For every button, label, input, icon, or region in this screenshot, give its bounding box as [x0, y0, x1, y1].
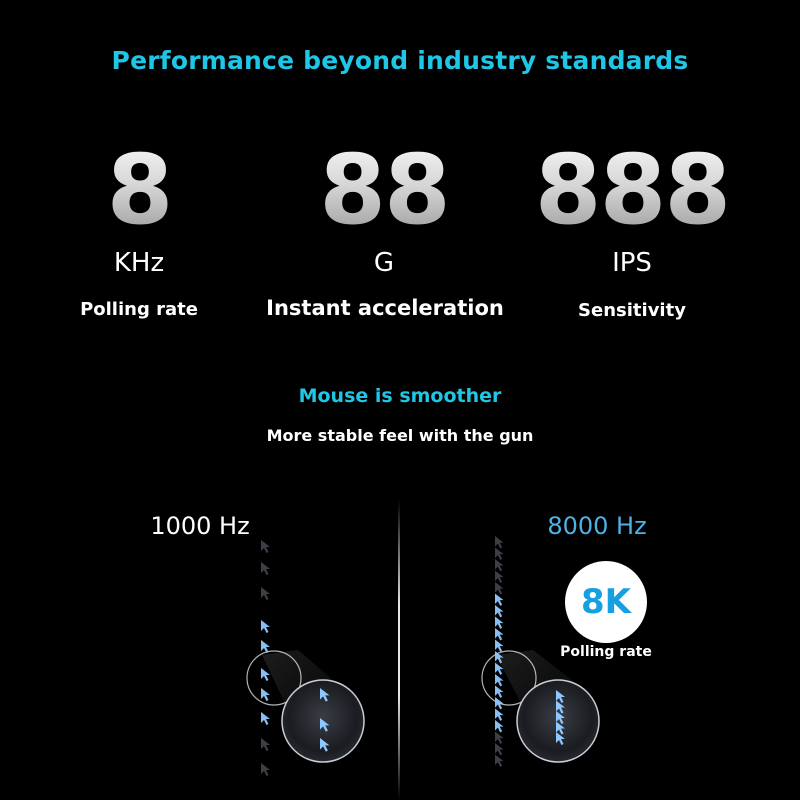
- smooth-subtitle: More stable feel with the gun: [266, 426, 534, 445]
- comparison-divider: [398, 500, 400, 800]
- spec-caption-polling: Polling rate: [80, 299, 198, 320]
- cursor-arrow-icon: [495, 605, 504, 618]
- spec-caption-acceleration: Instant acceleration: [266, 296, 504, 320]
- cursor-arrow-icon: [261, 620, 270, 633]
- cursor-arrow-icon: [495, 593, 504, 606]
- badge-caption: Polling rate: [560, 644, 652, 660]
- cursor-arrow-icon: [495, 731, 504, 744]
- cursor-arrow-icon: [495, 720, 504, 733]
- spec-unit-sensitivity: IPS: [612, 248, 652, 278]
- right-rate-label: 8000 Hz: [547, 512, 647, 540]
- cursor-arrow-icon: [261, 562, 270, 575]
- spec-value-polling: 8: [79, 142, 199, 238]
- right-small-lens: [481, 650, 537, 706]
- cursor-arrow-icon: [261, 668, 270, 681]
- cursor-arrow-icon: [495, 547, 504, 560]
- cursor-arrow-icon: [495, 582, 504, 595]
- left-rate-label: 1000 Hz: [150, 512, 250, 540]
- spec-unit-acceleration: G: [373, 248, 395, 278]
- right-large-lens: [516, 679, 600, 763]
- cursor-arrow-icon: [261, 540, 270, 553]
- cursor-arrow-icon: [495, 674, 504, 687]
- polling-badge: 8K: [565, 561, 647, 643]
- cursor-arrow-icon: [495, 570, 504, 583]
- cursor-arrow-icon: [495, 697, 504, 710]
- left-small-lens: [246, 650, 302, 706]
- cursor-arrow-icon: [495, 536, 504, 549]
- headline: Performance beyond industry standards: [111, 46, 689, 75]
- cursor-arrow-icon: [495, 639, 504, 652]
- cursor-arrow-icon: [261, 587, 270, 600]
- cursor-arrow-icon: [495, 708, 504, 721]
- cursor-arrow-icon: [495, 616, 504, 629]
- smooth-title: Mouse is smoother: [298, 385, 502, 407]
- cursor-arrow-icon: [261, 712, 270, 725]
- spec-value-acceleration: 88: [304, 142, 464, 238]
- cursor-arrow-icon: [261, 763, 270, 776]
- cursor-arrow-icon: [261, 688, 270, 701]
- spec-value-sensitivity: 888: [532, 142, 732, 238]
- cursor-arrow-icon: [495, 754, 504, 767]
- spec-caption-sensitivity: Sensitivity: [578, 300, 686, 321]
- cursor-arrow-icon: [495, 559, 504, 572]
- cursor-arrow-icon: [261, 738, 270, 751]
- cursor-arrow-icon: [495, 743, 504, 756]
- spec-unit-polling: KHz: [113, 248, 165, 278]
- cursor-arrow-icon: [495, 628, 504, 641]
- cursor-arrow-icon: [495, 685, 504, 698]
